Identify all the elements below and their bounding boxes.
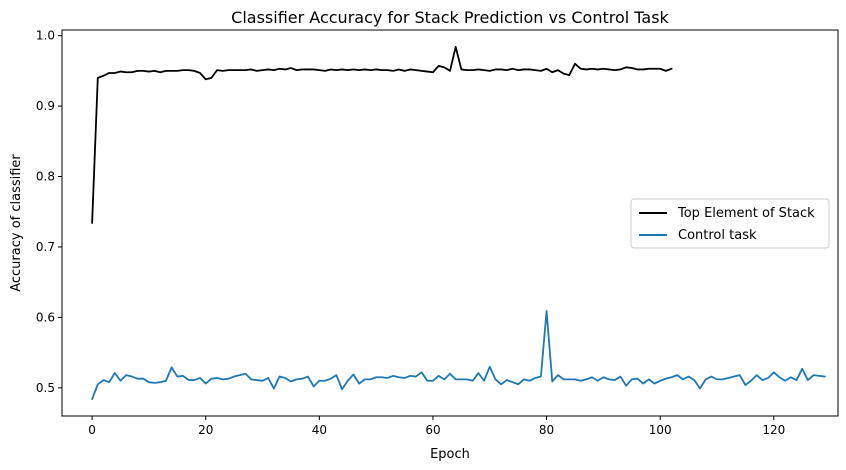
chart-title: Classifier Accuracy for Stack Prediction… [231, 8, 669, 27]
y-tick-label: 0.6 [36, 310, 55, 324]
x-tick-label: 120 [762, 423, 785, 437]
x-tick-label: 80 [539, 423, 554, 437]
x-tick-label: 20 [198, 423, 213, 437]
x-tick-label: 40 [312, 423, 327, 437]
y-tick-label: 0.9 [36, 99, 55, 113]
series-line-top-element [91, 46, 673, 224]
series-layer [91, 46, 826, 400]
legend-label-top-element: Top Element of Stack [677, 206, 815, 221]
series-line-control-task [91, 310, 826, 400]
y-axis-ticks: 0.5 0.6 0.7 0.8 0.9 1.0 [36, 29, 62, 395]
legend-box [630, 198, 830, 249]
y-tick-label: 0.8 [36, 170, 55, 184]
x-tick-label: 0 [88, 423, 96, 437]
y-tick-label: 0.5 [36, 381, 55, 395]
legend: Top Element of Stack Control task [630, 198, 830, 249]
legend-label-control-task: Control task [678, 228, 757, 243]
y-tick-label: 1.0 [36, 29, 55, 43]
x-axis-label: Epoch [430, 447, 470, 462]
y-axis-label: Accuracy of classifier [9, 154, 24, 292]
y-tick-label: 0.7 [36, 240, 55, 254]
x-tick-label: 60 [425, 423, 440, 437]
x-tick-label: 100 [649, 423, 672, 437]
x-axis-ticks: 0 20 40 60 80 100 120 [88, 416, 785, 437]
plot-frame [61, 29, 839, 417]
